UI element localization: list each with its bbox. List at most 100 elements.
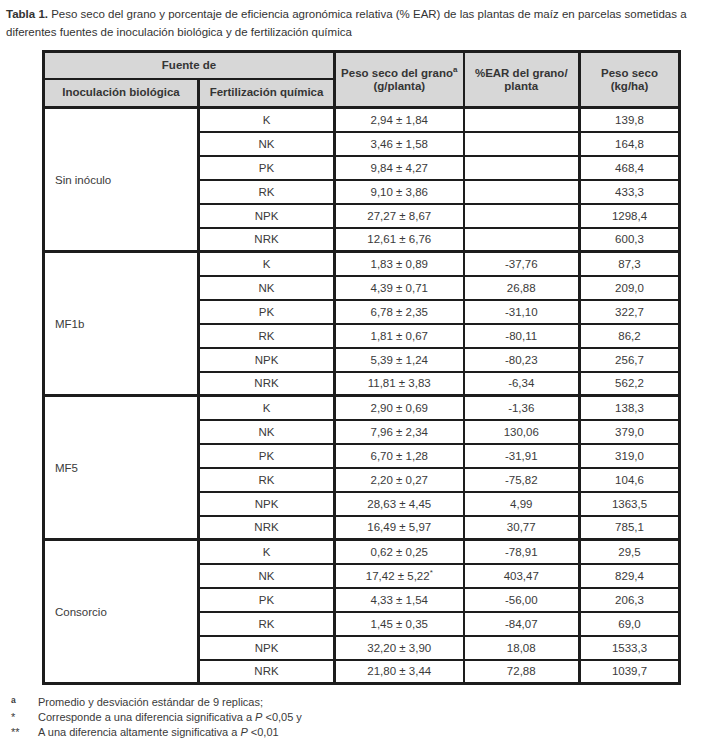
footnote-text: Corresponde a una diferencia significati… (38, 710, 302, 725)
cell-ear (464, 228, 580, 252)
cell-fertilizacion: NK (199, 420, 335, 444)
cell-fertilizacion: NRK (199, 516, 335, 540)
header-fuente-de: Fuente de (44, 52, 335, 79)
cell-fertilizacion: K (199, 252, 335, 276)
cell-peso-grano: 16,49 ± 5,97 (335, 516, 464, 540)
cell-ear (464, 204, 580, 228)
cell-peso-kgha: 319,0 (580, 444, 680, 468)
cell-peso-grano: 17,42 ± 5,22* (335, 564, 464, 588)
cell-peso-kgha: 138,3 (580, 396, 680, 420)
cell-ear (464, 180, 580, 204)
header-peso-seco-grano-line2: (g/planta) (373, 80, 425, 92)
cell-ear: -80,11 (464, 324, 580, 348)
table-header: Fuente de Peso seco del granoa (g/planta)… (44, 52, 680, 108)
header-inoculacion-biologica: Inoculación biológica (44, 79, 199, 108)
header-ear-line2: planta (504, 80, 538, 92)
cell-peso-grano: 27,27 ± 8,67 (335, 204, 464, 228)
table-row: Sin inóculoK2,94 ± 1,84139,8 (44, 108, 680, 132)
cell-peso-kgha: 1039,7 (580, 660, 680, 684)
cell-peso-grano: 1,83 ± 0,89 (335, 252, 464, 276)
footnote-text: A una diferencia altamente significativa… (38, 725, 279, 740)
cell-peso-kgha: 1363,5 (580, 492, 680, 516)
table-caption-text: Peso seco del grano y porcentaje de efic… (6, 8, 687, 38)
cell-ear: 26,88 (464, 276, 580, 300)
cell-ear: 403,47 (464, 564, 580, 588)
footnote-marker: * (8, 710, 38, 725)
header-peso-seco-kgha-line1: Peso seco (601, 67, 658, 79)
group-label: Sin inóculo (44, 108, 199, 252)
cell-peso-kgha: 829,4 (580, 564, 680, 588)
cell-peso-grano: 3,46 ± 1,58 (335, 132, 464, 156)
cell-peso-kgha: 29,5 (580, 540, 680, 564)
cell-peso-grano: 4,33 ± 1,54 (335, 588, 464, 612)
cell-fertilizacion: RK (199, 468, 335, 492)
table-row: ConsorcioK0,62 ± 0,25-78,9129,5 (44, 540, 680, 564)
cell-peso-grano: 0,62 ± 0,25 (335, 540, 464, 564)
footnote-text: Promedio y desviación estándar de 9 repl… (38, 695, 263, 710)
cell-peso-kgha: 322,7 (580, 300, 680, 324)
header-peso-seco-kgha: Peso seco(kg/ha) (580, 52, 680, 108)
cell-peso-kgha: 256,7 (580, 348, 680, 372)
cell-peso-kgha: 785,1 (580, 516, 680, 540)
cell-peso-grano: 32,20 ± 3,90 (335, 636, 464, 660)
cell-ear: -6,34 (464, 372, 580, 396)
cell-peso-grano: 4,39 ± 0,71 (335, 276, 464, 300)
header-peso-seco-grano: Peso seco del granoa (g/planta) (335, 52, 464, 108)
header-ear-line1: %EAR del grano/ (475, 67, 568, 79)
cell-peso-kgha: 104,6 (580, 468, 680, 492)
cell-peso-grano: 28,63 ± 4,45 (335, 492, 464, 516)
table-caption: Tabla 1. Peso seco del grano y porcentaj… (6, 5, 714, 41)
cell-peso-grano: 21,80 ± 3,44 (335, 660, 464, 684)
footnote-line: *Corresponde a una diferencia significat… (8, 710, 713, 725)
cell-fertilizacion: NK (199, 132, 335, 156)
header-fertilizacion-quimica: Fertilización química (199, 79, 335, 108)
cell-fertilizacion: NRK (199, 372, 335, 396)
footnote-line: aPromedio y desviación estándar de 9 rep… (8, 695, 713, 710)
cell-fertilizacion: K (199, 396, 335, 420)
cell-ear: 130,06 (464, 420, 580, 444)
cell-peso-kgha: 209,0 (580, 276, 680, 300)
cell-ear: -84,07 (464, 612, 580, 636)
cell-ear: -31,10 (464, 300, 580, 324)
cell-fertilizacion: NPK (199, 636, 335, 660)
cell-peso-grano: 2,94 ± 1,84 (335, 108, 464, 132)
group-label: MF5 (44, 396, 199, 540)
footnote-marker: a (8, 693, 38, 708)
cell-ear: 30,77 (464, 516, 580, 540)
cell-peso-grano: 5,39 ± 1,24 (335, 348, 464, 372)
cell-peso-kgha: 1298,4 (580, 204, 680, 228)
cell-fertilizacion: K (199, 108, 335, 132)
document-page: Tabla 1. Peso seco del grano y porcentaj… (0, 0, 719, 740)
cell-fertilizacion: PK (199, 300, 335, 324)
cell-ear (464, 156, 580, 180)
cell-peso-kgha: 600,3 (580, 228, 680, 252)
significance-marker: * (430, 568, 433, 577)
cell-ear: 4,99 (464, 492, 580, 516)
cell-fertilizacion: PK (199, 156, 335, 180)
header-peso-seco-grano-line1: Peso seco del grano (341, 67, 453, 79)
group-label: MF1b (44, 252, 199, 396)
cell-ear: -1,36 (464, 396, 580, 420)
cell-ear: -31,91 (464, 444, 580, 468)
cell-peso-kgha: 87,3 (580, 252, 680, 276)
header-ear: %EAR del grano/planta (464, 52, 580, 108)
table-row: MF5K2,90 ± 0,69-1,36138,3 (44, 396, 680, 420)
cell-peso-kgha: 139,8 (580, 108, 680, 132)
cell-fertilizacion: RK (199, 180, 335, 204)
header-row-1: Fuente de Peso seco del granoa(g/planta)… (44, 52, 680, 79)
cell-fertilizacion: NPK (199, 204, 335, 228)
header-peso-seco-kgha-line2: (kg/ha) (611, 80, 649, 92)
cell-peso-kgha: 69,0 (580, 612, 680, 636)
cell-ear: 72,88 (464, 660, 580, 684)
cell-fertilizacion: NPK (199, 492, 335, 516)
cell-ear: -37,76 (464, 252, 580, 276)
table-row: MF1bK1,83 ± 0,89-37,7687,3 (44, 252, 680, 276)
cell-peso-kgha: 86,2 (580, 324, 680, 348)
cell-peso-grano: 1,45 ± 0,35 (335, 612, 464, 636)
cell-fertilizacion: NPK (199, 348, 335, 372)
cell-peso-grano: 9,10 ± 3,86 (335, 180, 464, 204)
footnote-ref-a: a (453, 65, 457, 74)
cell-peso-grano: 2,90 ± 0,69 (335, 396, 464, 420)
cell-ear (464, 108, 580, 132)
cell-fertilizacion: NK (199, 564, 335, 588)
